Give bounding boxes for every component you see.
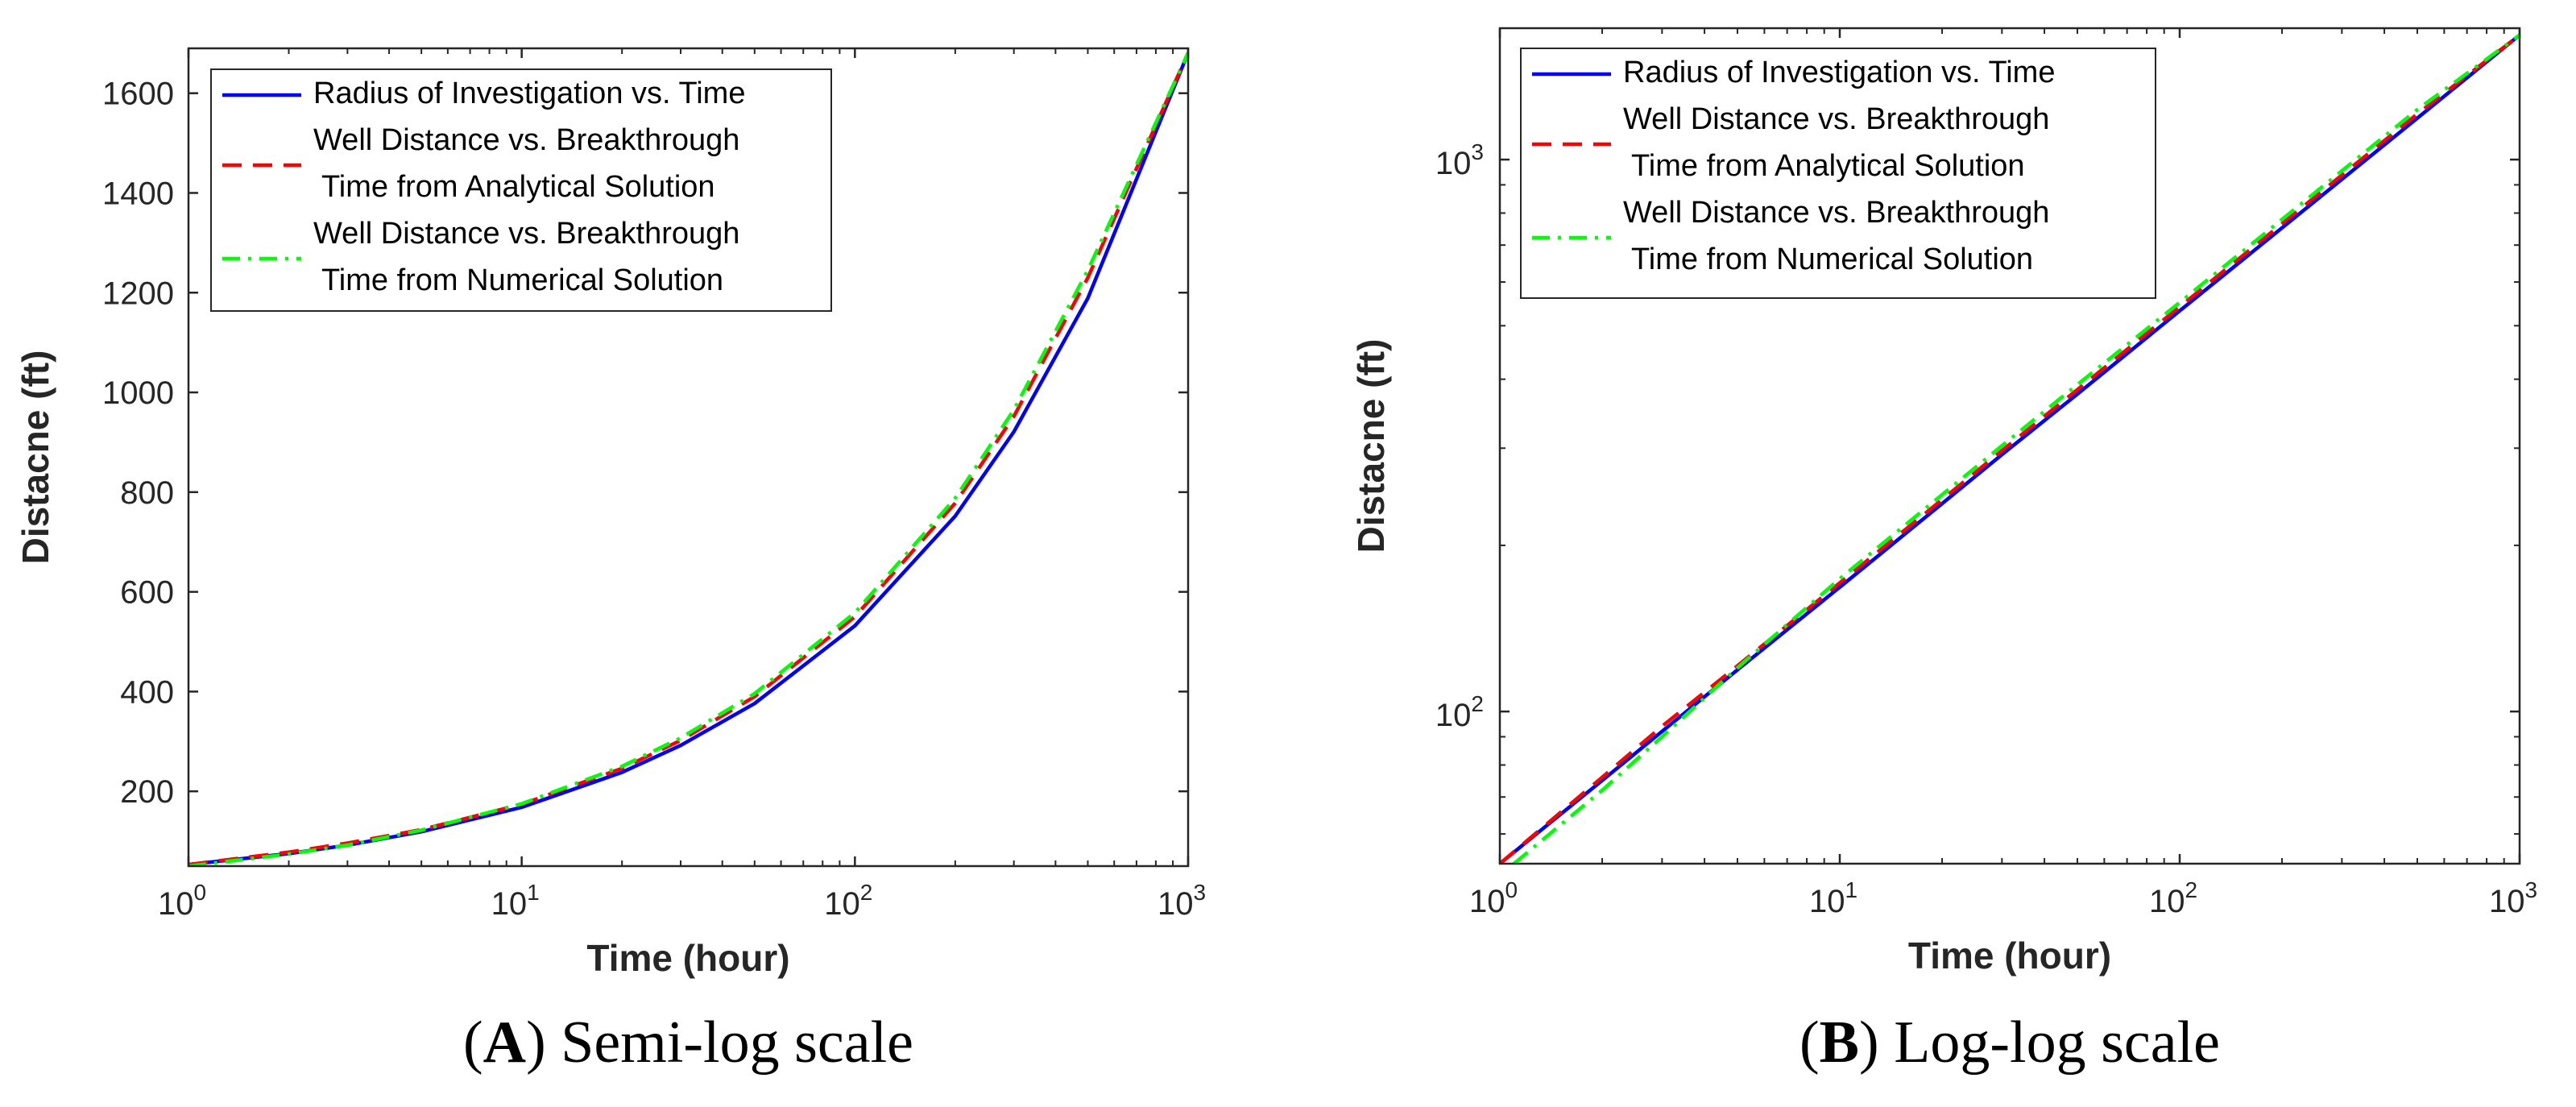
tick-exponent: 2 (2185, 877, 2197, 902)
tick-base: 10 (1809, 884, 1845, 919)
tick-base: 10 (1435, 146, 1472, 181)
series-line-1 (1500, 33, 2520, 864)
legend-label: Well Distance vs. Breakthrough (313, 217, 739, 251)
series-line-1 (188, 52, 1188, 866)
legend-label: Radius of Investigation vs. Time (313, 77, 745, 110)
legend-label: Radius of Investigation vs. Time (1623, 56, 2055, 89)
legend-box (1520, 48, 2156, 299)
x-axis-label: Time (hour) (1908, 935, 2111, 976)
caption-paren-close: ) (1859, 1010, 1894, 1076)
axis-y-tick-label: 102 (1435, 691, 1484, 733)
y-axis-label: Distacne (ft) (14, 350, 56, 565)
legend-label: Well Distance vs. Breakthrough (1623, 196, 2049, 230)
caption-letter: B (1820, 1010, 1859, 1076)
axis-y-tick-label: 1000 (102, 375, 174, 411)
tick-base: 10 (1158, 886, 1194, 922)
axis-y-tick-label: 1200 (102, 276, 174, 311)
tick-base: 10 (1469, 884, 1505, 919)
series-line-0 (1500, 33, 2520, 864)
caption-paren-open: ( (463, 1010, 483, 1076)
panel-caption: (B) Log-log scale (1799, 1010, 2220, 1076)
legend: Radius of Investigation vs. Time Well Dis… (210, 68, 832, 312)
caption-paren-open: ( (1799, 1010, 1820, 1076)
caption-title: Semi-log scale (561, 1010, 913, 1076)
series-line-2 (188, 52, 1188, 866)
tick-exponent: 2 (1471, 691, 1484, 716)
axis-y-tick-label: 200 (120, 774, 174, 810)
tick-exponent: 0 (1505, 877, 1518, 902)
series-line-2 (1513, 33, 2520, 864)
legend-label: Time from Analytical Solution (1631, 149, 2025, 183)
x-axis-label: Time (hour) (586, 937, 789, 979)
axis-y-tick-label: 1400 (102, 176, 174, 211)
legend: Radius of Investigation vs. Time Well Dis… (1520, 48, 2156, 299)
tick-base: 10 (491, 886, 528, 922)
caption-paren-close: ) (526, 1010, 561, 1076)
axis-x-tick-label: 100 (1469, 877, 1518, 919)
tick-exponent: 3 (2524, 877, 2537, 902)
axis-x-tick-label: 103 (1158, 880, 1206, 922)
axis-x-tick-label: 103 (2489, 877, 2537, 919)
tick-base: 10 (824, 886, 860, 922)
caption-title: Log-log scale (1894, 1010, 2220, 1076)
axis-y-tick-label: 103 (1435, 139, 1484, 181)
axis-x-tick-label: 101 (1809, 877, 1857, 919)
tick-exponent: 1 (527, 880, 540, 905)
y-axis-label: Distacne (ft) (1350, 339, 1392, 554)
tick-exponent: 3 (1471, 139, 1484, 164)
caption-letter: A (483, 1010, 526, 1076)
legend-label: Well Distance vs. Breakthrough (313, 123, 739, 157)
legend-label: Time from Numerical Solution (1631, 243, 2033, 276)
axis-y-tick-label: 600 (120, 575, 174, 611)
axis-x-tick-label: 100 (158, 880, 206, 922)
axes-box (187, 47, 1190, 868)
tick-exponent: 3 (1193, 880, 1206, 905)
axis-x-tick-label: 102 (824, 880, 872, 922)
panel-caption: (A) Semi-log scale (463, 1010, 913, 1076)
axis-x-tick-label: 102 (2149, 877, 2197, 919)
legend-box (210, 68, 832, 312)
chart-panel-a: 100 101 102 1032004006008001000120014001600… (14, 47, 1206, 1076)
tick-exponent: 2 (860, 880, 873, 905)
legend-label: Time from Analytical Solution (321, 170, 715, 204)
axis-y-tick-label: 1600 (102, 77, 174, 112)
axes-box (1498, 27, 2521, 865)
tick-exponent: 1 (1845, 877, 1857, 902)
tick-base: 10 (1435, 698, 1472, 733)
tick-base: 10 (2489, 884, 2525, 919)
tick-base: 10 (2149, 884, 2185, 919)
axis-y-tick-label: 800 (120, 475, 174, 511)
tick-base: 10 (158, 886, 194, 922)
axis-x-tick-label: 101 (491, 880, 540, 922)
legend-label: Well Distance vs. Breakthrough (1623, 102, 2049, 136)
legend-label: Time from Numerical Solution (321, 263, 723, 297)
axis-y-tick-label: 400 (120, 674, 174, 710)
tick-exponent: 0 (193, 880, 206, 905)
